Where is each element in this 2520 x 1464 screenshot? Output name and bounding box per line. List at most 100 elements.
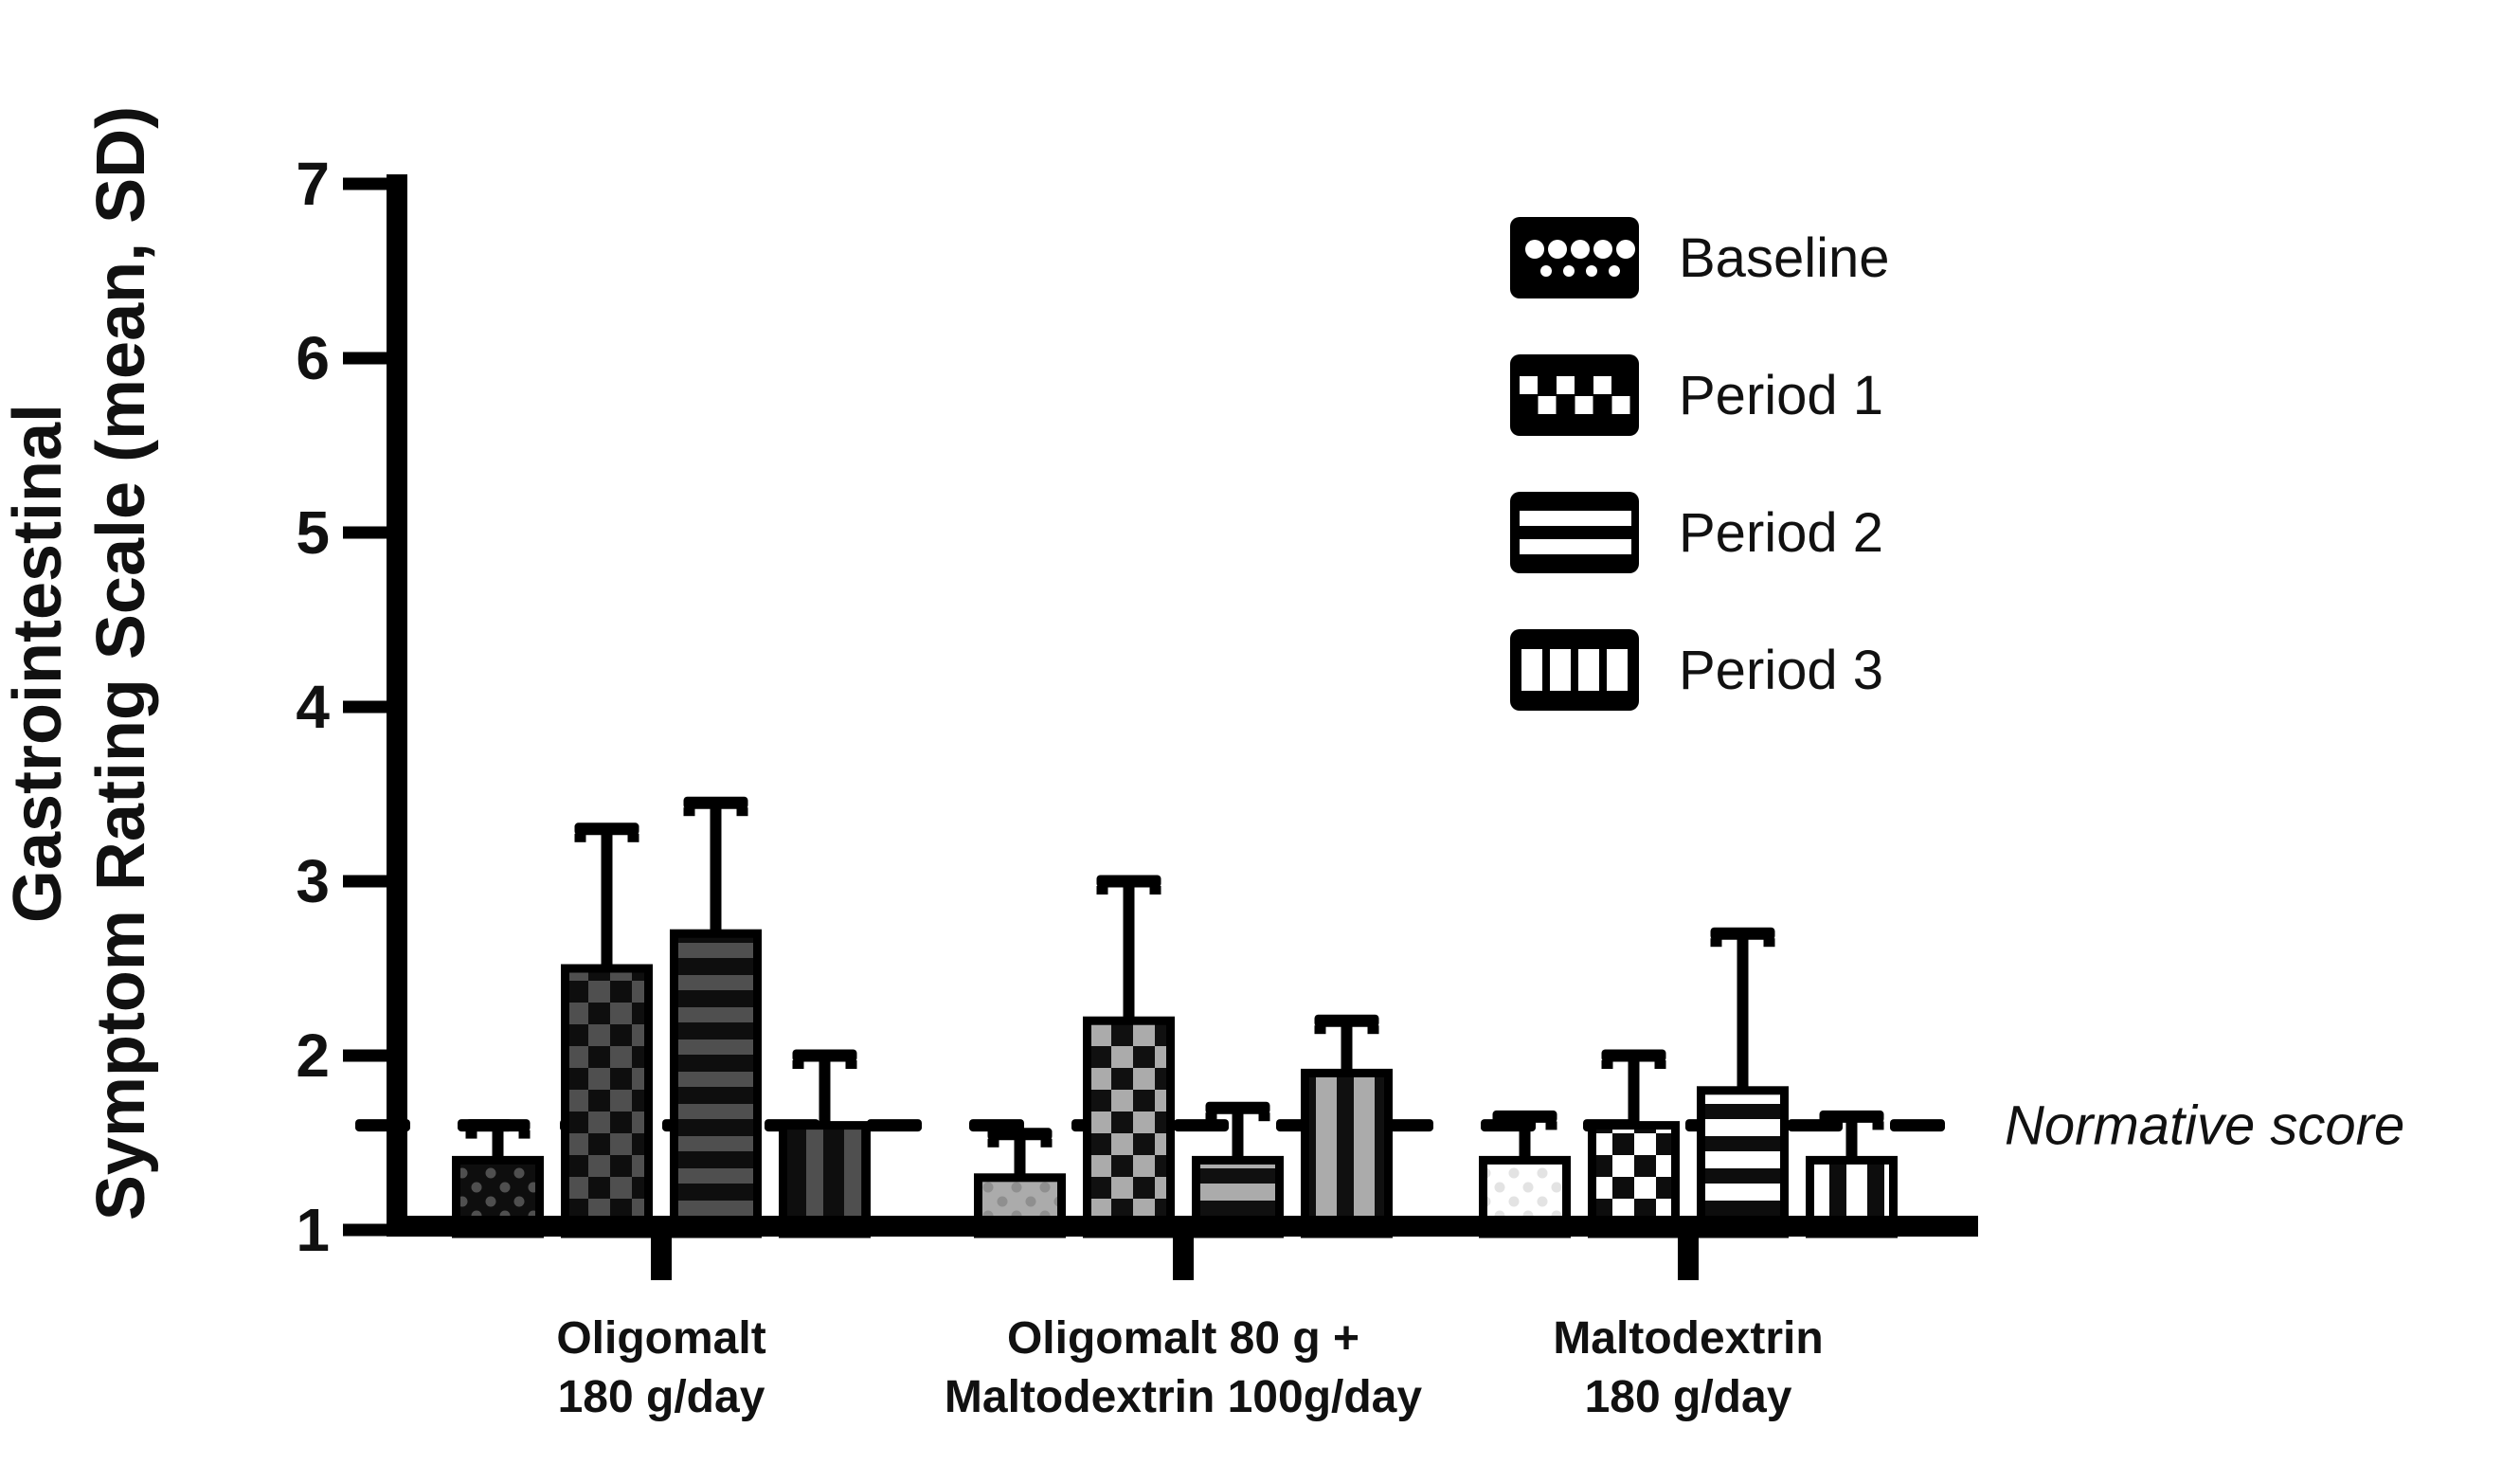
error-bar-cap-end <box>1545 1121 1557 1130</box>
legend-vstripe <box>1607 649 1628 691</box>
y-tick-label-5: 5 <box>296 498 330 567</box>
error-bar-cap-end <box>1654 1060 1666 1069</box>
legend-item-period3: Period 3 <box>1510 629 1883 711</box>
y-tick-label-4: 4 <box>296 673 330 741</box>
y-tick-1 <box>343 1223 387 1237</box>
error-bar-cap-end <box>1096 886 1108 895</box>
error-bar-cap-end <box>1258 1112 1270 1122</box>
y-tick-label-2: 2 <box>296 1021 330 1090</box>
error-bars <box>465 796 1884 1184</box>
normative-dash <box>1174 1119 1229 1132</box>
legend-vstripe <box>1521 649 1542 691</box>
error-bar-baseline-g1 <box>492 1125 504 1166</box>
bar-period2-group3 <box>1697 1086 1789 1238</box>
error-bar-period1-g1 <box>601 828 613 974</box>
legend-dot <box>1586 265 1597 277</box>
error-bar-cap-end <box>792 1060 804 1069</box>
legend-swatch-hstripes <box>1510 492 1639 573</box>
y-tick-6 <box>343 352 387 365</box>
error-bar-period1-g2 <box>1123 881 1135 1027</box>
y-tick-label-7: 7 <box>296 150 330 218</box>
error-bar-cap-end <box>1763 938 1775 948</box>
y-axis-line <box>387 174 407 1237</box>
y-axis-title-line1: Gastrointestinal <box>0 404 76 923</box>
legend-label-baseline: Baseline <box>1679 227 1889 289</box>
legend-dot <box>1571 240 1590 259</box>
error-bar-cap-end <box>1872 1121 1884 1130</box>
bar-period1-group2 <box>1083 1016 1175 1238</box>
error-bar-period1-g3 <box>1628 1056 1640 1131</box>
error-bar-cap <box>987 1128 1053 1141</box>
error-bar-period3-g3 <box>1845 1116 1858 1166</box>
axes: 1 2 3 4 5 6 7 <box>296 150 1978 1280</box>
error-bar-cap-end <box>1040 1138 1053 1148</box>
error-bar-cap-end <box>1314 1025 1326 1035</box>
error-bar-cap-end <box>683 807 695 817</box>
error-bar-cap-end <box>627 833 639 842</box>
legend-swatch-dots <box>1510 217 1639 298</box>
error-bar-cap <box>683 796 748 809</box>
bar-period1-group1 <box>561 964 653 1238</box>
error-bar-period3-g2 <box>1341 1021 1353 1079</box>
legend-check-cell <box>1520 376 1538 394</box>
error-bar-cap-end <box>465 1130 477 1139</box>
y-axis-title: Gastrointestinal Symptom Rating Scale (me… <box>0 106 159 1220</box>
error-bar-cap-end <box>845 1060 857 1069</box>
error-bar-period2-g2 <box>1232 1108 1244 1166</box>
error-bar-cap <box>465 1119 531 1132</box>
category-label-group2-line2: Maltodextrin 100g/day <box>945 1372 1422 1422</box>
error-bar-cap <box>1710 927 1775 940</box>
error-bar-cap-end <box>518 1130 531 1139</box>
normative-score-label: Normative score <box>2005 1095 2404 1157</box>
normative-dash <box>867 1119 922 1132</box>
error-bar-cap-end <box>1205 1112 1217 1122</box>
y-axis-title-line2: Symptom Rating Scale (mean, SD) <box>83 106 159 1220</box>
category-label-group1-line2: 180 g/day <box>558 1372 765 1422</box>
legend-check-cell <box>1557 376 1575 394</box>
legend-dot <box>1548 240 1567 259</box>
legend-vstripe <box>1550 649 1571 691</box>
legend-dot <box>1609 265 1620 277</box>
x-axis-line <box>387 1216 1978 1237</box>
legend-swatch-checker <box>1510 354 1639 436</box>
bar-period2-group1 <box>670 929 762 1238</box>
legend-dot <box>1540 265 1552 277</box>
legend-item-baseline: Baseline <box>1510 217 1889 298</box>
error-bar-cap <box>1314 1014 1379 1027</box>
category-label-group1-line1: Oligomalt <box>556 1313 765 1364</box>
error-bar-baseline-g3 <box>1519 1116 1531 1166</box>
error-bar-cap-end <box>1367 1025 1379 1035</box>
legend-hstripe <box>1520 511 1631 526</box>
legend-dot <box>1525 240 1544 259</box>
error-bar-cap-end <box>987 1138 999 1148</box>
y-tick-label-3: 3 <box>296 847 330 915</box>
legend-item-period1: Period 1 <box>1510 354 1883 436</box>
legend-label-period1: Period 1 <box>1679 365 1883 426</box>
legend-item-period2: Period 2 <box>1510 492 1883 573</box>
error-bar-cap <box>1601 1049 1666 1062</box>
x-tick-group-1 <box>651 1237 672 1280</box>
legend-label-period2: Period 2 <box>1679 502 1883 564</box>
y-tick-3 <box>343 875 387 888</box>
category-labels: Oligomalt 180 g/day Oligomalt 80 g + Maltod… <box>556 1313 1823 1422</box>
y-tick-5 <box>343 526 387 539</box>
category-label-group3-line2: 180 g/day <box>1585 1372 1792 1422</box>
x-tick-group-2 <box>1173 1237 1194 1280</box>
normative-dash <box>1890 1119 1945 1132</box>
error-bar-cap <box>574 822 639 836</box>
legend-check-cell <box>1538 396 1557 414</box>
category-label-group3-line1: Maltodextrin <box>1553 1313 1823 1364</box>
legend-dot <box>1563 265 1575 277</box>
error-bar-cap <box>1205 1101 1270 1114</box>
error-bar-cap-end <box>1819 1121 1831 1130</box>
legend-check-cell <box>1611 396 1630 414</box>
legend: Baseline Period 1 Period 2 Period 3 <box>1510 217 1889 711</box>
y-tick-2 <box>343 1049 387 1062</box>
legend-label-period3: Period 3 <box>1679 640 1883 701</box>
x-tick-group-3 <box>1678 1237 1699 1280</box>
legend-dot <box>1593 240 1612 259</box>
error-bar-cap-end <box>1710 938 1722 948</box>
legend-check-cell <box>1593 376 1611 394</box>
y-tick-4 <box>343 700 387 714</box>
